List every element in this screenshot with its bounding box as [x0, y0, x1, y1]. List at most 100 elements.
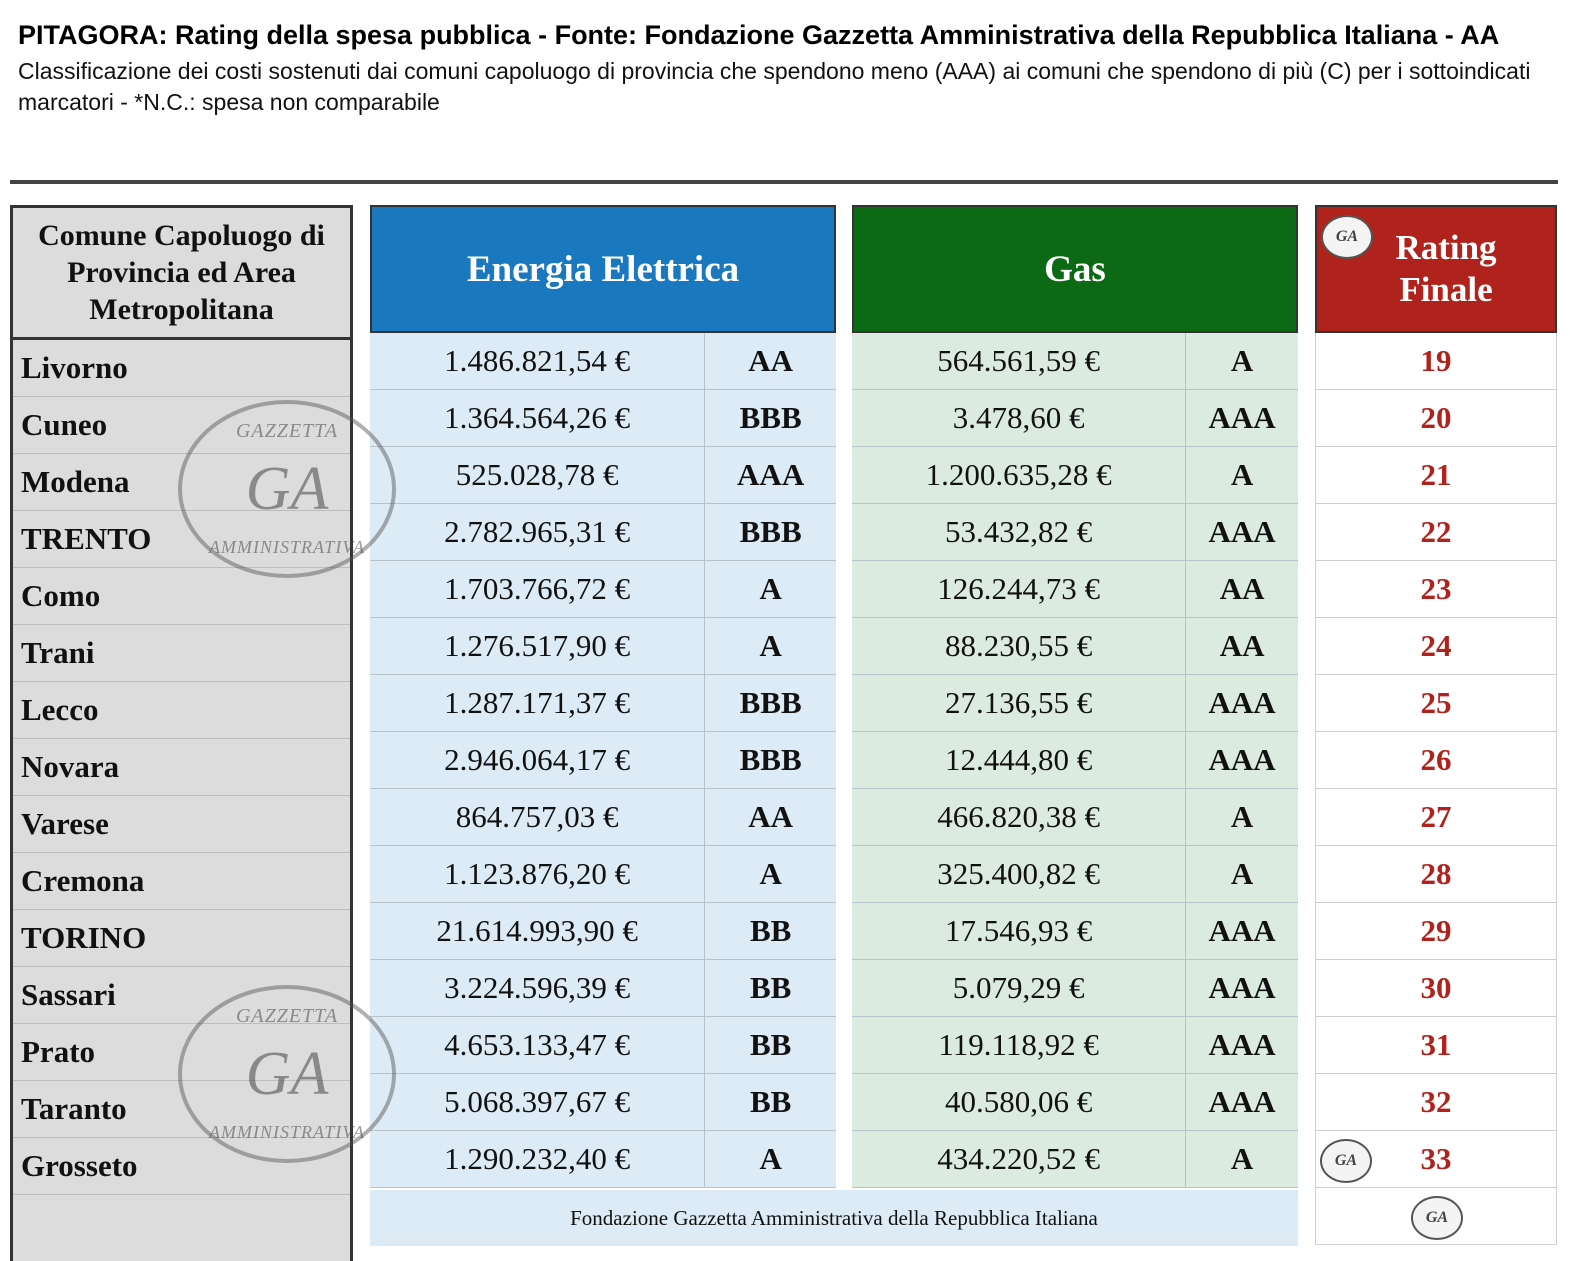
gas-column-header: Gas [852, 205, 1298, 333]
city-name: Varese [21, 806, 109, 841]
gas-amount: 119.118,92 € [852, 1017, 1187, 1073]
gas-amount: 17.546,93 € [852, 903, 1187, 959]
electricity-amount: 864.757,03 € [370, 789, 706, 845]
table-row-rating: GA 33 [1315, 1131, 1557, 1188]
city-name: Como [21, 578, 101, 613]
table-row-electricity: 2.946.064,17 € BBB [370, 732, 836, 789]
table-row-gas: 5.079,29 € AAA [852, 960, 1298, 1017]
table-row-city: Modena [13, 454, 350, 511]
city-name: Sassari [21, 977, 116, 1012]
electricity-rating: BBB [739, 685, 802, 720]
gas-amount: 126.244,73 € [852, 561, 1187, 617]
final-rating: 19 [1420, 343, 1452, 378]
table-row-gas: 40.580,06 € AAA [852, 1074, 1298, 1131]
gas-rating: AAA [1208, 1027, 1276, 1062]
table-row-rating: 32 [1315, 1074, 1557, 1131]
gazzetta-seal-icon: GA [1411, 1196, 1463, 1240]
final-rating: 21 [1420, 457, 1452, 492]
table-row-gas: 119.118,92 € AAA [852, 1017, 1298, 1074]
table-row-electricity: 1.290.232,40 € A [370, 1131, 836, 1188]
city-name: Prato [21, 1034, 96, 1069]
final-rating: 32 [1420, 1084, 1452, 1119]
city-column: Comune Capoluogo di Provincia ed Area Me… [10, 205, 353, 1261]
electricity-rating: AA [748, 799, 794, 834]
electricity-amount: 1.276.517,90 € [370, 618, 706, 674]
electricity-rating: BBB [739, 514, 802, 549]
gas-amount: 564.561,59 € [852, 333, 1187, 389]
gas-amount: 12.444,80 € [852, 732, 1187, 788]
gas-rating: AAA [1208, 514, 1276, 549]
electricity-rating: A [759, 571, 782, 606]
table-row-gas: 3.478,60 € AAA [852, 390, 1298, 447]
table-row-city: Taranto [13, 1081, 350, 1138]
header-divider [10, 180, 1558, 184]
table-row-electricity: 1.486.821,54 € AA [370, 333, 836, 390]
gas-amount: 40.580,06 € [852, 1074, 1187, 1130]
city-name: Trani [21, 635, 95, 670]
table-row-rating: 21 [1315, 447, 1557, 504]
table-row-electricity: 1.123.876,20 € A [370, 846, 836, 903]
table-row-city: Sassari [13, 967, 350, 1024]
rating-column-header: GA Rating Finale [1315, 205, 1557, 333]
city-name: Lecco [21, 692, 99, 727]
table-row-rating: 20 [1315, 390, 1557, 447]
gas-rating: AAA [1208, 970, 1276, 1005]
gas-column: Gas 564.561,59 € A 3.478,60 € AAA 1.200.… [852, 205, 1298, 1188]
gas-rating: AAA [1208, 685, 1276, 720]
electricity-amount: 21.614.993,90 € [370, 903, 706, 959]
table-row-electricity: 21.614.993,90 € BB [370, 903, 836, 960]
table-row-city: Cuneo [13, 397, 350, 454]
final-rating: 22 [1420, 514, 1452, 549]
gas-rating: A [1230, 799, 1254, 834]
table-row-gas: 434.220,52 € A [852, 1131, 1298, 1188]
gas-amount: 5.079,29 € [852, 960, 1187, 1016]
table-row-electricity: 4.653.133,47 € BB [370, 1017, 836, 1074]
electricity-rating: BB [749, 1027, 792, 1062]
electricity-rating: AA [748, 343, 794, 378]
table-row-gas: 1.200.635,28 € A [852, 447, 1298, 504]
table-row-rating: 19 [1315, 333, 1557, 390]
table-row-electricity: 1.287.171,37 € BBB [370, 675, 836, 732]
city-name: Novara [21, 749, 120, 784]
electricity-rating: BBB [739, 742, 802, 777]
city-name: TORINO [21, 920, 147, 955]
table-row-gas: 27.136,55 € AAA [852, 675, 1298, 732]
gas-rating: AAA [1208, 742, 1276, 777]
city-name: Modena [21, 464, 130, 499]
report-header: PITAGORA: Rating della spesa pubblica - … [18, 18, 1553, 118]
electricity-rating: A [759, 1141, 782, 1176]
electricity-amount: 1.703.766,72 € [370, 561, 706, 617]
gas-amount: 1.200.635,28 € [852, 447, 1187, 503]
gazzetta-seal-icon: GA [1320, 1139, 1372, 1183]
final-rating: 27 [1420, 799, 1452, 834]
report-subtitle: Classificazione dei costi sostenuti dai … [18, 58, 1531, 115]
table-row-city: Livorno [13, 340, 350, 397]
gas-rating: A [1230, 856, 1254, 891]
final-rating: 28 [1420, 856, 1452, 891]
report-title: PITAGORA: Rating della spesa pubblica - … [18, 20, 1500, 50]
final-rating: 29 [1420, 913, 1452, 948]
electricity-amount: 2.946.064,17 € [370, 732, 706, 788]
electricity-amount: 3.224.596,39 € [370, 960, 706, 1016]
final-rating: 20 [1420, 400, 1452, 435]
table-row-electricity: 1.703.766,72 € A [370, 561, 836, 618]
table-row-electricity: 1.276.517,90 € A [370, 618, 836, 675]
gazzetta-seal-icon: GA [1321, 215, 1373, 259]
electricity-rating: BBB [739, 400, 802, 435]
gas-rating: A [1230, 343, 1254, 378]
gas-rating: AAA [1208, 913, 1276, 948]
gas-amount: 88.230,55 € [852, 618, 1187, 674]
gas-amount: 3.478,60 € [852, 390, 1187, 446]
table-row-rating: 23 [1315, 561, 1557, 618]
table-row-electricity: 5.068.397,67 € BB [370, 1074, 836, 1131]
table-row-electricity: 2.782.965,31 € BBB [370, 504, 836, 561]
table-row-city: Cremona [13, 853, 350, 910]
table-row-electricity: 3.224.596,39 € BB [370, 960, 836, 1017]
electricity-rating: BB [749, 913, 792, 948]
table-row-city: Novara [13, 739, 350, 796]
rating-footer-cell: GA [1315, 1188, 1557, 1245]
final-rating: 24 [1420, 628, 1452, 663]
electricity-rating: A [759, 628, 782, 663]
table-row-gas: 564.561,59 € A [852, 333, 1298, 390]
final-rating: 23 [1420, 571, 1452, 606]
